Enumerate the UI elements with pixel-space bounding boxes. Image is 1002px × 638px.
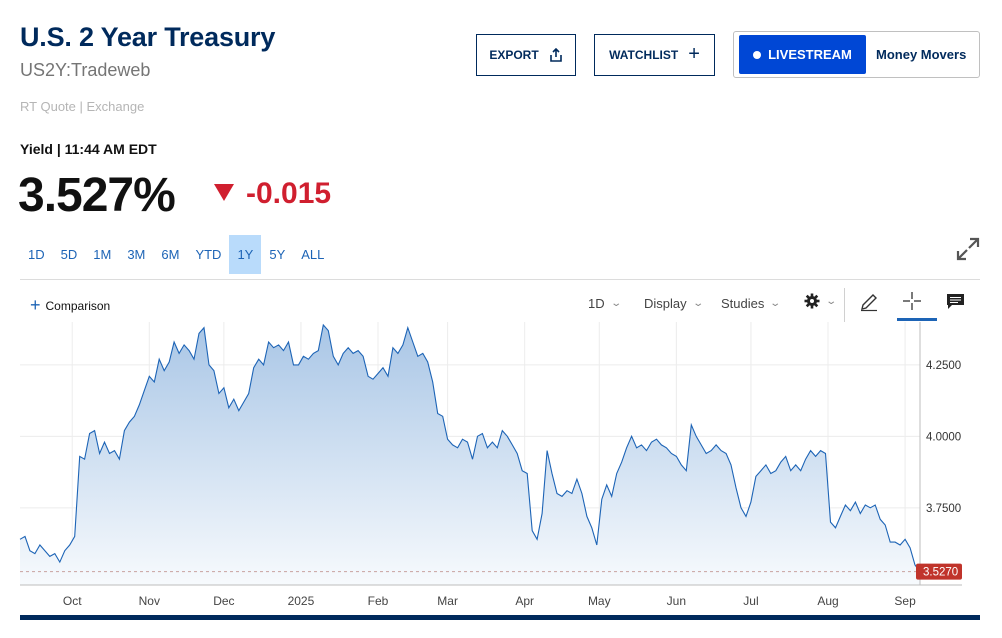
yield-time-label: Yield | 11:44 AM EDT	[20, 141, 157, 157]
chevron-down-icon: ⌄	[691, 298, 704, 309]
gear-icon	[804, 293, 820, 309]
last-value-text: 3.5270	[923, 567, 958, 579]
plus-icon: +	[30, 295, 41, 315]
comment-icon[interactable]	[946, 293, 965, 310]
x-tick-label: Nov	[139, 594, 160, 608]
divider	[20, 279, 980, 280]
down-arrow-icon	[214, 184, 234, 201]
x-tick-label: Feb	[368, 594, 389, 608]
livestream-label: LIVESTREAM	[768, 47, 852, 62]
range-tab-1m[interactable]: 1M	[93, 247, 112, 262]
chevron-down-icon: ⌄	[609, 298, 622, 309]
plus-icon: +	[688, 43, 700, 65]
comparison-label: Comparison	[45, 299, 111, 313]
bottom-bar	[20, 615, 980, 620]
y-tick-label: 3.7500	[926, 503, 961, 515]
watchlist-label: WATCHLIST	[609, 48, 679, 62]
last-value-badge	[916, 563, 962, 580]
x-tick-label: May	[588, 594, 611, 608]
series-line	[19, 323, 921, 572]
x-tick-label: Aug	[817, 594, 838, 608]
expand-icon[interactable]	[955, 236, 981, 262]
active-tool-indicator	[897, 318, 937, 321]
chevron-down-icon: ⌄	[769, 298, 782, 309]
live-dot-icon	[753, 50, 762, 59]
chevron-down-icon: ⌄	[825, 295, 838, 307]
livestream-widget: LIVESTREAM Money Movers	[733, 31, 980, 78]
export-button[interactable]: EXPORT	[476, 34, 576, 76]
symbol-label: US2Y:Tradeweb	[20, 60, 151, 80]
share-icon	[549, 48, 562, 62]
range-tab-5d[interactable]: 5D	[60, 247, 78, 262]
series-area	[20, 324, 920, 585]
range-tab-1y[interactable]: 1Y	[229, 235, 262, 274]
studies-label: Studies	[721, 296, 765, 311]
x-tick-label: Oct	[63, 594, 82, 608]
range-tab-ytd[interactable]: YTD	[195, 247, 222, 262]
toolbar-separator	[844, 288, 845, 322]
y-tick-label: 4.0000	[926, 431, 961, 443]
rt-quote-label: RT Quote | Exchange	[20, 99, 145, 114]
range-tab-5y[interactable]: 5Y	[269, 247, 286, 262]
x-tick-label: Jun	[667, 594, 686, 608]
x-tick-label: Jul	[743, 594, 758, 608]
y-tick-label: 4.2500	[926, 360, 961, 372]
range-tab-all[interactable]: ALL	[301, 247, 325, 262]
display-label: Display	[644, 296, 687, 311]
x-tick-label: Mar	[437, 594, 458, 608]
x-tick-label: Sep	[894, 594, 916, 608]
watchlist-button[interactable]: WATCHLIST +	[594, 34, 715, 76]
studies-dropdown[interactable]: Studies ⌄	[721, 296, 782, 311]
range-tab-1d[interactable]: 1D	[28, 247, 45, 262]
page-title: U.S. 2 Year Treasury	[20, 22, 276, 52]
settings-dropdown[interactable]: ⌄	[804, 293, 838, 309]
range-tabs: 1D 5D 1M 3M 6M YTD 1Y 5Y ALL	[20, 235, 332, 274]
x-tick-label: 2025	[288, 594, 315, 608]
range-tab-3m[interactable]: 3M	[127, 247, 146, 262]
price-change: -0.015	[246, 177, 332, 210]
display-dropdown[interactable]: Display ⌄	[644, 296, 704, 311]
export-label: EXPORT	[489, 48, 539, 62]
money-movers-link[interactable]: Money Movers	[876, 47, 967, 62]
last-price: 3.527%	[18, 169, 176, 222]
x-tick-label: Apr	[515, 594, 534, 608]
interval-label: 1D	[588, 296, 605, 311]
pencil-icon[interactable]	[859, 292, 879, 312]
x-tick-label: Dec	[213, 594, 234, 608]
range-tab-6m[interactable]: 6M	[161, 247, 180, 262]
livestream-button[interactable]: LIVESTREAM	[739, 35, 866, 74]
interval-dropdown[interactable]: 1D ⌄	[588, 296, 622, 311]
comparison-button[interactable]: + Comparison	[30, 295, 111, 315]
crosshair-icon[interactable]	[902, 291, 922, 311]
